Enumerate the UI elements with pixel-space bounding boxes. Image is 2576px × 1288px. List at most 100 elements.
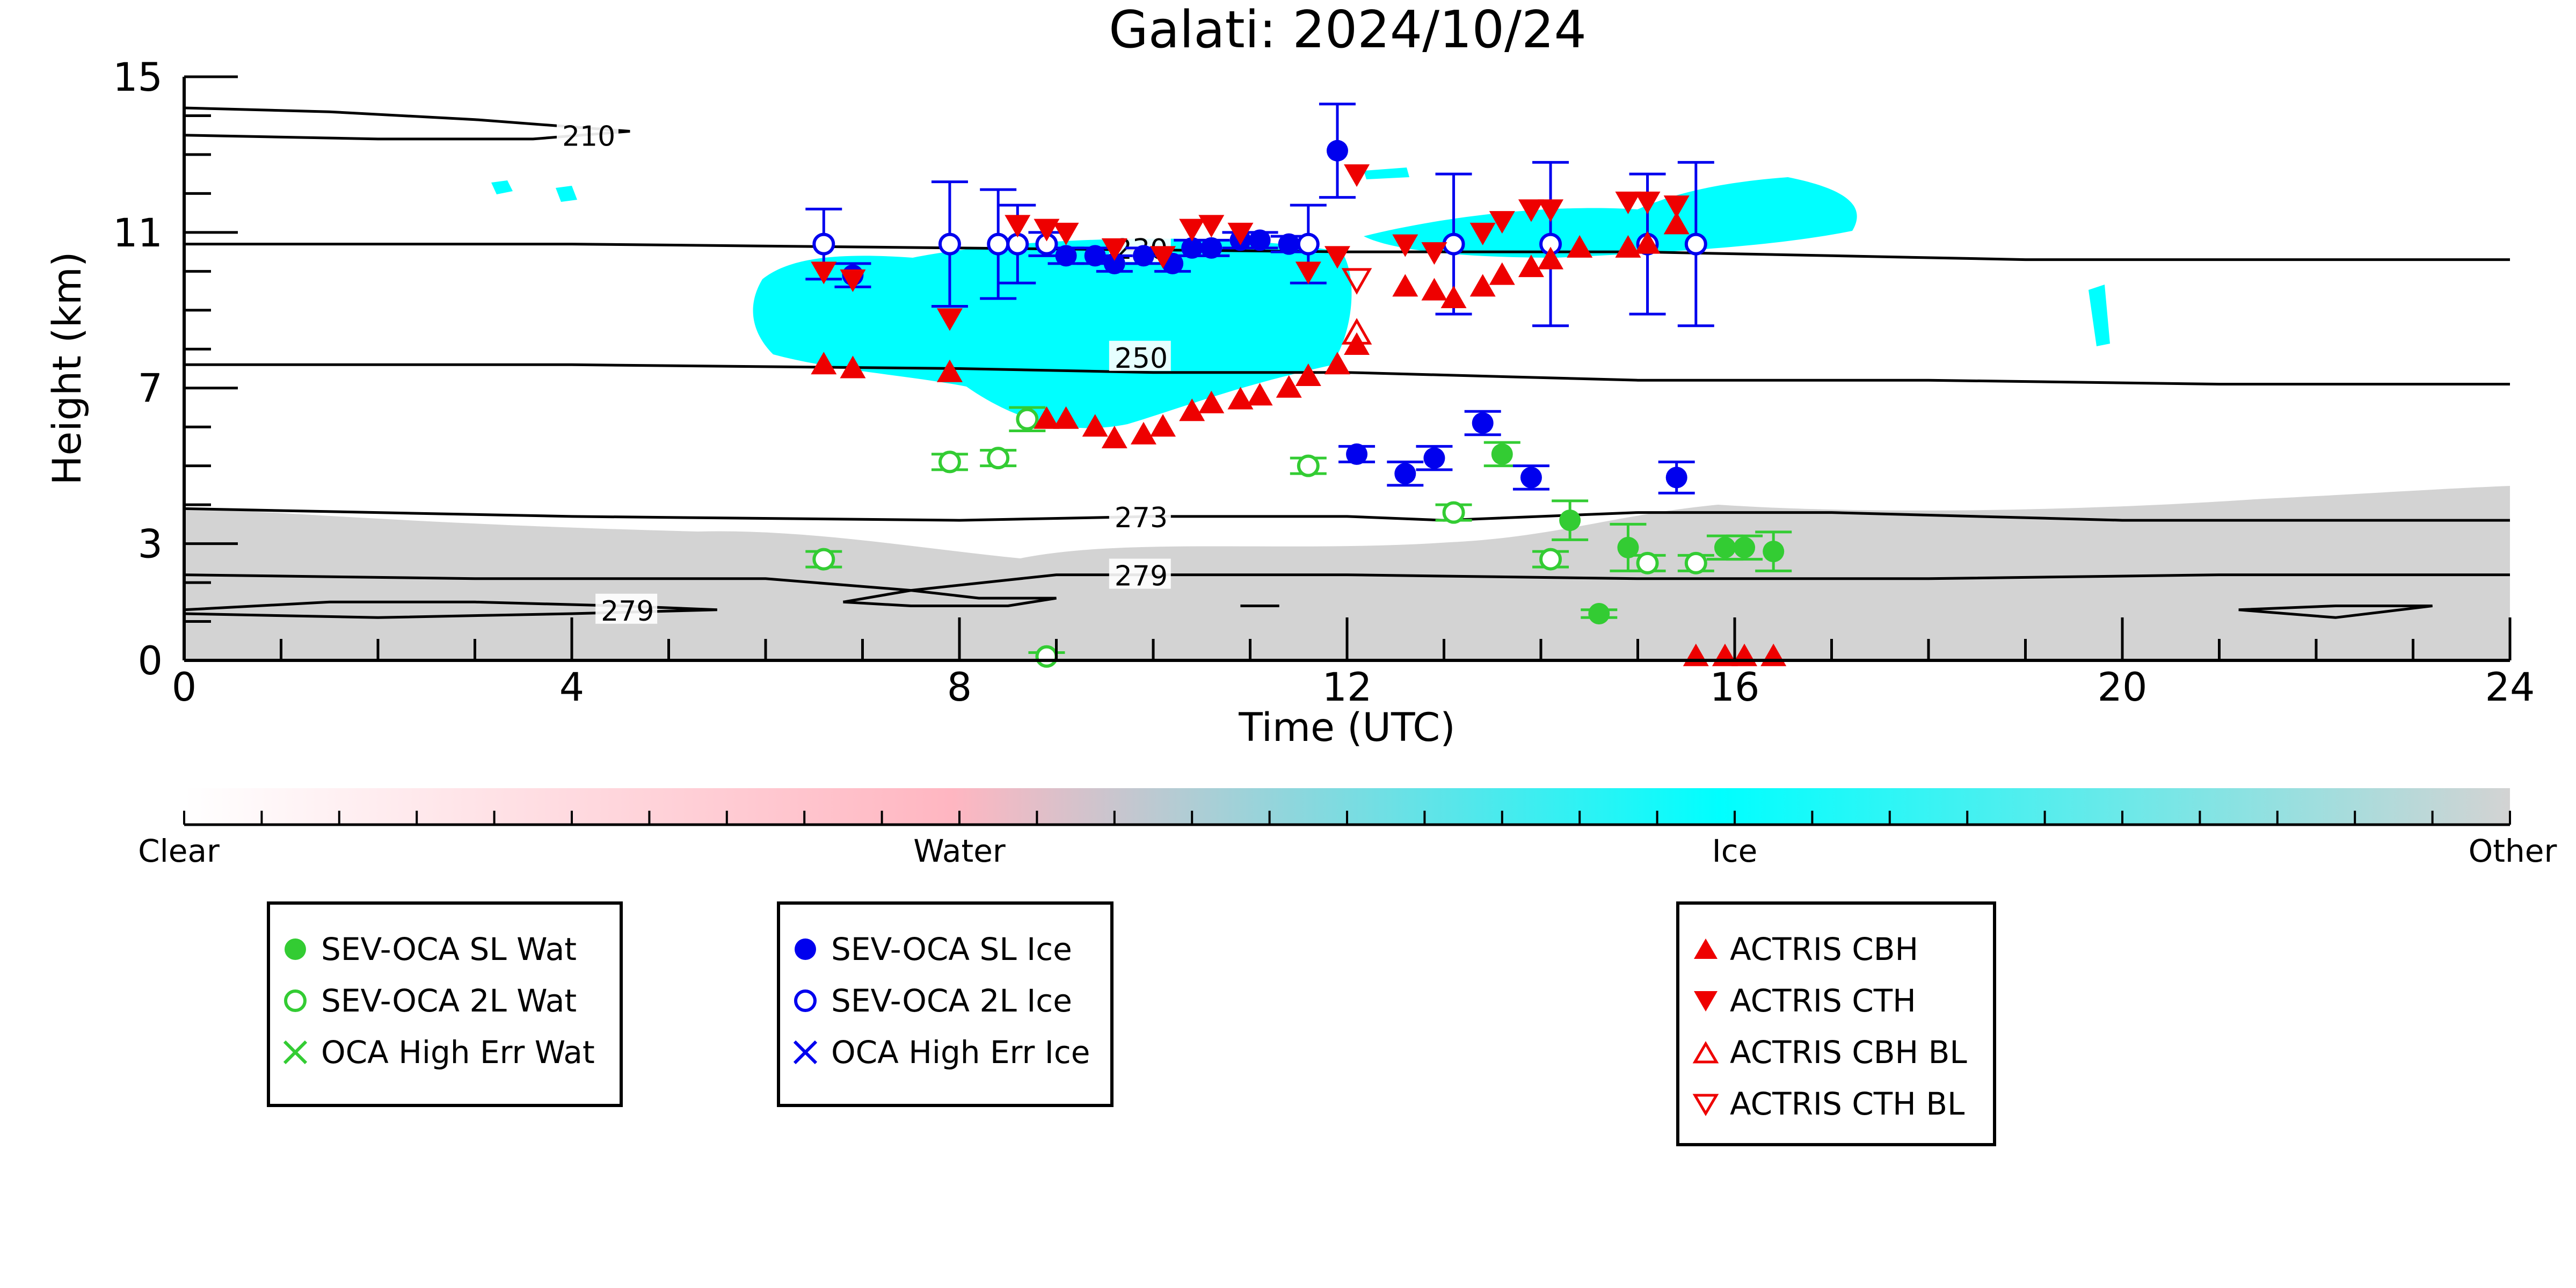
data-point-filled xyxy=(1181,237,1203,259)
data-point-filled xyxy=(1326,140,1348,162)
data-point-filled xyxy=(1200,237,1222,259)
cbh-marker xyxy=(1082,414,1108,437)
data-point-hollow xyxy=(1297,454,1320,477)
legend-marker-cth xyxy=(1694,991,1718,1012)
legend-label-2l-ice: SEV-OCA 2L Ice xyxy=(831,983,1072,1019)
cbh-marker xyxy=(1634,231,1661,254)
contour-label-bg xyxy=(595,593,658,624)
colorbar-label-water: Water xyxy=(913,833,1006,869)
contour-label-bg xyxy=(1109,558,1171,589)
x-axis-ticks: 0 4 8 12 16 20 24 xyxy=(172,617,2535,710)
temperature-contour xyxy=(2238,605,2433,619)
cth-marker xyxy=(1344,164,1370,187)
data-point-filled xyxy=(1055,245,1077,267)
low-cloud-field xyxy=(184,486,2510,660)
data-point-filled xyxy=(1520,467,1542,489)
x-tick-label: 16 xyxy=(1710,665,1760,710)
legend-label-2l-wat: SEV-OCA 2L Wat xyxy=(321,983,577,1019)
data-point-hollow xyxy=(938,232,961,256)
legend-marker-cth-bl xyxy=(1692,1094,1719,1116)
cth-marker xyxy=(1179,219,1205,242)
legend-marker-sl-wat xyxy=(285,938,306,960)
colorbar-label-ice: Ice xyxy=(1712,833,1758,869)
data-point-filled xyxy=(1665,467,1687,489)
cth-marker xyxy=(1005,215,1031,238)
cbh-marker xyxy=(1198,390,1225,413)
contour-label: 279 xyxy=(601,595,654,628)
data-point-hollow xyxy=(1684,232,1707,256)
cbh-marker xyxy=(1518,254,1544,278)
chart-title: Galati: 2024/10/24 xyxy=(1109,1,1587,60)
legend-ice: SEV-OCA SL Ice SEV-OCA 2L Ice OCA High E… xyxy=(777,901,1114,1107)
cth-marker xyxy=(1053,222,1079,245)
cbh-marker xyxy=(936,359,963,382)
data-point-hollow xyxy=(1016,407,1039,431)
legend-label-cbh: ACTRIS CBH xyxy=(1730,931,1918,967)
data-point-filled xyxy=(1617,536,1639,558)
cbh-marker xyxy=(1392,274,1418,297)
data-point-filled xyxy=(1103,252,1125,274)
cbh-marker xyxy=(1489,262,1515,285)
cbh-marker xyxy=(1247,383,1273,406)
data-point-hollow xyxy=(987,232,1010,256)
cth-marker xyxy=(1469,222,1496,245)
contour-label-bg xyxy=(1109,340,1171,371)
data-point-filled xyxy=(1472,412,1494,434)
data-point-filled xyxy=(1278,233,1300,255)
ice-cloud-small-4 xyxy=(1364,168,1409,179)
cth-marker xyxy=(1324,246,1350,269)
y-tick-label: 15 xyxy=(113,55,163,100)
x-axis-label: Time (UTC) xyxy=(1238,705,1456,751)
ice-cloud-main xyxy=(753,238,1352,428)
cloud-fields xyxy=(184,168,2510,660)
legend-water: SEV-OCA SL Wat SEV-OCA 2L Wat OCA High E… xyxy=(267,901,623,1107)
colorbar-label-clear: Clear xyxy=(138,833,220,869)
legend-label-cth-bl: ACTRIS CTH BL xyxy=(1730,1086,1964,1122)
temperature-contour xyxy=(184,106,630,141)
data-point-filled xyxy=(1346,443,1368,465)
y-axis-ticks: 0 3 7 11 15 xyxy=(113,55,238,684)
legend-marker-higherr-ice xyxy=(793,1040,818,1065)
legend-marker-2l-ice xyxy=(794,989,817,1012)
cbh-marker xyxy=(1295,363,1321,386)
cbh-marker xyxy=(1101,425,1127,448)
cth-marker xyxy=(1101,238,1127,261)
cth-marker xyxy=(811,261,837,285)
data-point-filled xyxy=(1559,510,1581,532)
cbh-marker xyxy=(1615,235,1641,258)
x-tick-label: 8 xyxy=(947,665,972,710)
data-point-filled xyxy=(1734,536,1756,558)
legend-box xyxy=(1676,901,1996,1146)
data-point-filled xyxy=(1714,536,1736,558)
cth-marker xyxy=(1518,199,1544,222)
cbh-marker xyxy=(1469,274,1496,297)
cth-marker xyxy=(1034,219,1060,242)
legend-actris: ACTRIS CBH ACTRIS CTH ACTRIS CBH BL ACTR… xyxy=(1676,901,1996,1146)
cbh-marker xyxy=(1179,398,1205,421)
x-tick-label: 12 xyxy=(1322,665,1372,710)
cth-marker xyxy=(1150,246,1176,269)
ice-cloud-small-2 xyxy=(556,186,577,202)
data-point-filled xyxy=(1084,245,1106,267)
legend-label-higherr-ice: OCA High Err Ice xyxy=(831,1034,1090,1071)
x-tick-label: 24 xyxy=(2485,665,2535,710)
data-point-hollow xyxy=(812,548,835,571)
y-tick-label: 3 xyxy=(138,522,163,567)
temperature-contour xyxy=(184,600,717,619)
data-point-filled xyxy=(1588,603,1610,625)
cth-marker xyxy=(1489,211,1515,234)
y-tick-label: 7 xyxy=(138,366,163,412)
y-axis-label: Height (km) xyxy=(45,252,90,485)
cbh-marker xyxy=(1567,235,1593,258)
contour-label: 250 xyxy=(1115,343,1168,375)
colorbar-ticks xyxy=(183,811,2511,825)
contour-label: 279 xyxy=(1115,561,1168,593)
cth-marker xyxy=(1538,199,1564,222)
data-point-hollow xyxy=(987,447,1010,470)
data-point-filled xyxy=(1763,541,1785,563)
x-tick-label: 20 xyxy=(2098,665,2148,710)
colorbar-label-other: Other xyxy=(2469,833,2557,869)
cth-marker xyxy=(1663,195,1690,219)
cth-marker xyxy=(840,269,866,292)
